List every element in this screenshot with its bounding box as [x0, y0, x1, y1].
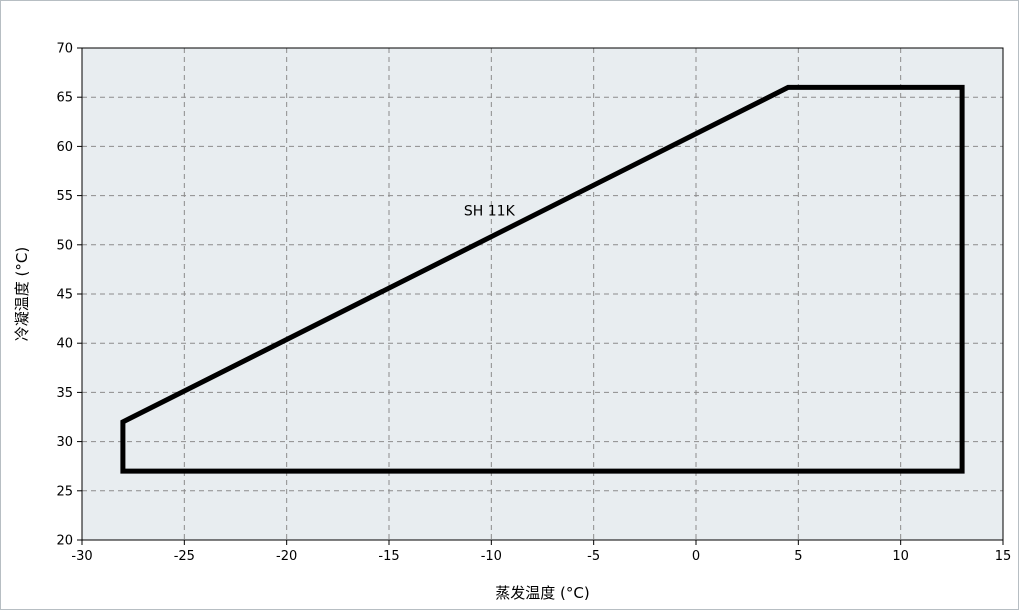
annotation-sh-11k: SH 11K [464, 203, 516, 219]
y-tick-label: 70 [56, 42, 73, 57]
series-group [120, 84, 965, 474]
x-tick-label: -25 [174, 549, 195, 564]
y-axis-title: 冷凝温度 (°C) [13, 247, 31, 341]
y-tick-label: 45 [56, 288, 73, 303]
y-tick-label: 60 [56, 140, 73, 155]
x-tick-label: 15 [995, 549, 1012, 564]
x-axis-title: 蒸发温度 (°C) [495, 584, 589, 602]
grid-lines [82, 48, 1003, 540]
x-tick-label: -5 [587, 549, 600, 564]
x-tick-labels: -30 -25 -20 -15 -10 -5 0 5 10 15 [71, 549, 1011, 564]
y-tick-label: 55 [56, 189, 73, 204]
x-tick-label: -30 [71, 549, 92, 564]
tick-marks [77, 47, 1004, 545]
y-tick-label: 30 [56, 435, 73, 450]
y-tick-label: 65 [56, 91, 73, 106]
x-tick-label: 10 [892, 549, 909, 564]
x-tick-label: -20 [276, 549, 297, 564]
x-tick-label: -10 [481, 549, 502, 564]
x-tick-label: -15 [378, 549, 399, 564]
x-tick-label: 5 [794, 549, 802, 564]
y-tick-labels: 20 25 30 35 40 45 50 55 60 65 70 [56, 42, 73, 549]
envelope-series-line [120, 84, 965, 474]
y-tick-label: 50 [56, 238, 73, 253]
y-tick-label: 20 [56, 534, 73, 549]
x-tick-label: 0 [692, 549, 700, 564]
y-tick-label: 35 [56, 386, 73, 401]
y-tick-label: 25 [56, 484, 73, 499]
y-tick-label: 40 [56, 337, 73, 352]
